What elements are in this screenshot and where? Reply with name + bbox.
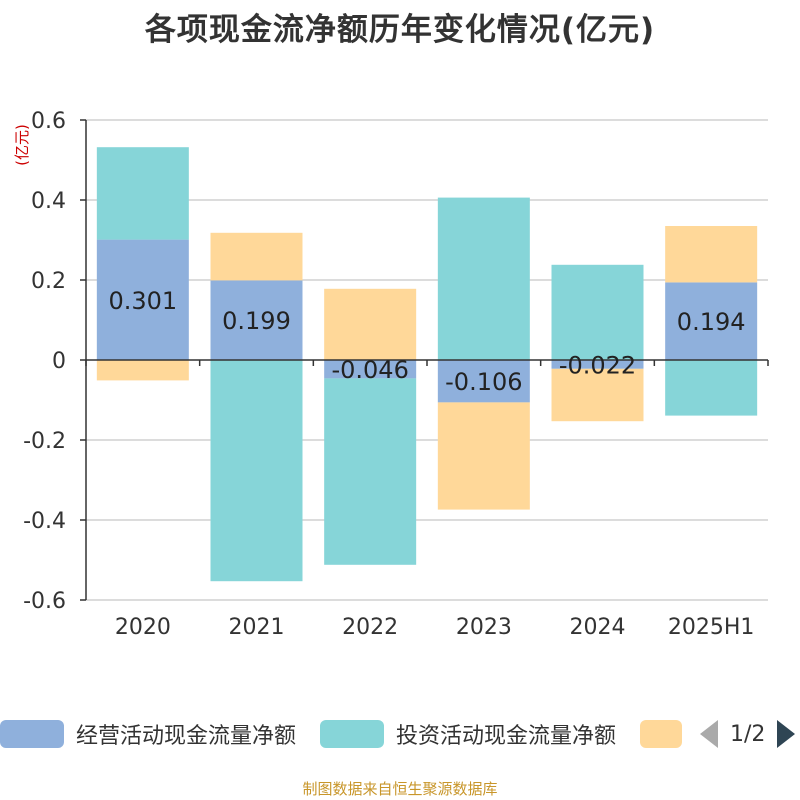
bar-data-label: 0.194: [677, 308, 746, 336]
legend-page-indicator: 1/2: [730, 721, 766, 747]
chart-title: 各项现金流净额历年变化情况(亿元): [144, 12, 656, 48]
bar-segment-series-0[interactable]: [210, 280, 303, 360]
y-tick-label: -0.4: [23, 509, 66, 534]
y-tick-label: -0.2: [23, 429, 66, 454]
legend-swatch-investing: [320, 720, 384, 748]
x-tick-label: 2023: [456, 615, 512, 640]
bar-segment-series-2[interactable]: [665, 226, 758, 283]
y-axis-label: (亿元): [13, 124, 31, 166]
y-tick-label: 0: [52, 349, 66, 374]
bar-segment-series-2[interactable]: [96, 360, 189, 381]
legend-item-investing[interactable]: 投资活动现金流量净额: [320, 716, 616, 752]
bar-segment-series-2[interactable]: [210, 232, 303, 281]
bar-segment-series-2[interactable]: [324, 288, 417, 360]
legend-prev-arrow-icon[interactable]: [700, 720, 718, 748]
bar-data-label: 0.199: [222, 307, 291, 335]
bar-data-label: -0.046: [331, 356, 408, 384]
y-tick-label: -0.6: [23, 589, 66, 614]
bar-data-label: -0.106: [445, 368, 522, 396]
x-tick-label: 2020: [115, 615, 171, 640]
bar-data-label: 0.301: [108, 287, 177, 315]
legend-swatch-financing: [640, 720, 682, 748]
x-tick-label: 2021: [229, 615, 285, 640]
bar-segment-series-2[interactable]: [437, 402, 530, 510]
legend-item-operating[interactable]: 经营活动现金流量净额: [0, 716, 296, 752]
bar-segment-series-1[interactable]: [551, 264, 644, 360]
legend-label-operating: 经营活动现金流量净额: [76, 724, 297, 749]
bar-segment-series-2[interactable]: [551, 368, 644, 422]
bar-segment-series-0[interactable]: [437, 360, 530, 403]
bars: [96, 147, 758, 582]
source-note: 制图数据来自恒生聚源数据库: [302, 780, 498, 798]
bar-segment-series-0[interactable]: [96, 239, 189, 360]
bar-segment-series-1[interactable]: [437, 197, 530, 360]
legend-next-arrow-icon[interactable]: [777, 720, 796, 748]
grid-lines: [86, 119, 768, 601]
data-labels: 0.301 0.199 -0.046 -0.106 -0.022 0.194: [108, 287, 745, 396]
bar-segment-series-0[interactable]: [324, 360, 417, 379]
legend-pager: 1/2: [700, 716, 796, 752]
bar-segment-series-0[interactable]: [665, 282, 758, 360]
legend-label-investing: 投资活动现金流量净额: [396, 724, 617, 749]
y-tick-label: 0.4: [31, 189, 66, 214]
bar-segment-series-1[interactable]: [324, 378, 417, 565]
y-tick-label: 0.2: [31, 269, 66, 294]
legend-swatch-operating: [0, 720, 64, 748]
legend: 经营活动现金流量净额 投资活动现金流量净额 1/2: [0, 716, 800, 752]
axes: 0.6 0.4 0.2 0 -0.2 -0.4 -0.6 2020 2021 2022 2023 20…: [23, 109, 769, 640]
bar-segment-series-1[interactable]: [96, 147, 189, 240]
y-tick-label: 0.6: [31, 109, 66, 134]
bar-segment-series-1[interactable]: [665, 360, 758, 416]
x-tick-label: 2025H1: [668, 615, 755, 640]
legend-item-financing[interactable]: [640, 716, 682, 752]
bar-segment-series-0[interactable]: [551, 360, 644, 369]
bar-segment-series-1[interactable]: [210, 360, 303, 582]
x-tick-label: 2022: [342, 615, 398, 640]
bar-data-label: -0.022: [559, 351, 636, 379]
x-tick-label: 2024: [570, 615, 626, 640]
